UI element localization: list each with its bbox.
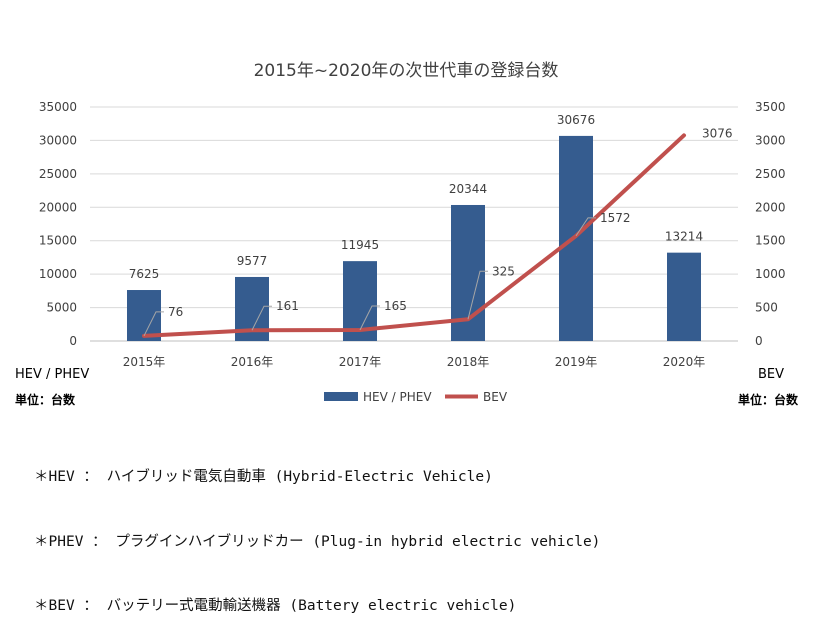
bar-value-label: 30676: [557, 113, 595, 127]
line-value-label: 165: [384, 299, 407, 313]
x-tick-label: 2019年: [555, 355, 598, 369]
note-phev: ＊PHEV ： プラグインハイブリッドカー (Plug-in hybrid el…: [34, 533, 601, 550]
note-bev: ＊BEV ： バッテリー式電動輸送機器 (Battery electric ve…: [34, 598, 517, 614]
x-tick-label: 2020年: [663, 355, 706, 369]
left-unit-label: 単位：台数: [15, 393, 76, 407]
bar-value-label: 13214: [665, 230, 703, 244]
right-tick-label: 2000: [755, 200, 786, 214]
bar: [667, 252, 701, 341]
leader-line: [359, 305, 380, 331]
x-tick-label: 2016年: [231, 355, 274, 369]
right-unit-label: 単位：台数: [738, 393, 799, 407]
line-value-label: 325: [492, 264, 515, 278]
leader-line: [575, 217, 596, 237]
x-tick-label: 2015年: [123, 355, 166, 369]
left-tick-label: 35000: [39, 100, 77, 114]
leader-line: [251, 305, 272, 331]
legend-label: BEV: [483, 390, 508, 404]
right-tick-label: 1000: [755, 267, 786, 281]
leader-line: [143, 311, 164, 337]
x-tick-label: 2017年: [339, 355, 382, 369]
right-tick-label: 500: [755, 301, 778, 315]
line-value-label: 1572: [600, 211, 631, 225]
left-tick-label: 5000: [46, 301, 77, 315]
x-tick-label: 2018年: [447, 355, 490, 369]
legend-label: HEV / PHEV: [363, 390, 432, 404]
line-value-label: 3076: [702, 126, 733, 140]
leader-line: [467, 270, 488, 320]
bar-value-label: 11945: [341, 238, 379, 252]
right-tick-label: 3000: [755, 133, 786, 147]
line-value-label: 76: [168, 305, 183, 319]
bar-value-label: 7625: [129, 267, 160, 281]
chart: 2015年~2020年の次世代車の登録台数 050001000015000200…: [39, 61, 786, 404]
left-axis-name: HEV / PHEV: [15, 367, 90, 382]
legend-swatch-bar: [324, 392, 358, 401]
right-tick-label: 1500: [755, 234, 786, 248]
right-tick-label: 3500: [755, 100, 786, 114]
bar: [559, 135, 593, 341]
line-value-label: 161: [276, 299, 299, 313]
bar-value-label: 9577: [237, 254, 268, 268]
notes: ＊HEV ： ハイブリッド電気自動車 (Hybrid-Electric Vehi…: [34, 424, 600, 639]
right-tick-label: 0: [755, 334, 763, 348]
left-tick-label: 10000: [39, 267, 77, 281]
left-tick-label: 0: [69, 334, 77, 348]
right-axis-name: BEV: [758, 367, 785, 382]
bev-line: [142, 133, 686, 338]
bar: [127, 290, 161, 341]
left-tick-label: 15000: [39, 234, 77, 248]
note-hev: ＊HEV ： ハイブリッド電気自動車 (Hybrid-Electric Vehi…: [34, 469, 493, 485]
left-tick-label: 20000: [39, 200, 77, 214]
left-tick-label: 30000: [39, 133, 77, 147]
chart-title: 2015年~2020年の次世代車の登録台数: [254, 61, 559, 81]
left-tick-label: 25000: [39, 167, 77, 181]
bar-value-label: 20344: [449, 182, 487, 196]
right-tick-label: 2500: [755, 167, 786, 181]
